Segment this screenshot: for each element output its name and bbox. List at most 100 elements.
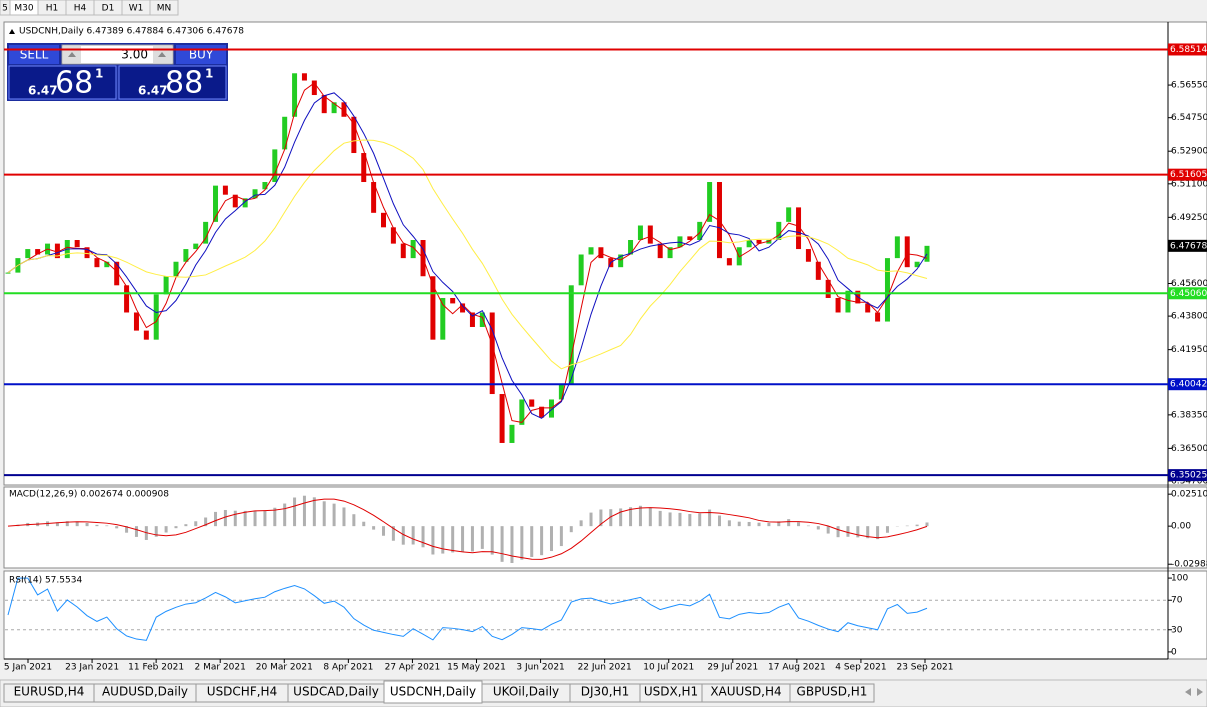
macd-histogram	[579, 520, 583, 527]
rsi-tick-label: 70	[1171, 596, 1183, 606]
macd-histogram	[401, 526, 405, 545]
ask-box[interactable]	[118, 65, 227, 100]
ask-sup: 1	[205, 67, 213, 81]
macd-histogram	[885, 526, 889, 533]
candle	[746, 239, 752, 248]
level-tag	[1168, 287, 1207, 300]
macd-histogram	[362, 521, 366, 527]
price-tick-label: 6.45600	[1171, 279, 1207, 289]
candle	[321, 95, 327, 114]
candle	[637, 225, 643, 240]
candle	[301, 73, 307, 81]
macd-histogram	[302, 495, 306, 527]
macd-histogram	[836, 526, 840, 538]
macd-histogram	[105, 525, 109, 527]
macd-histogram	[757, 522, 761, 527]
macd-tick-label: -0.02988	[1171, 560, 1207, 570]
macd-histogram	[95, 524, 99, 527]
candle	[213, 185, 219, 222]
scroll-left[interactable]	[1185, 688, 1191, 696]
macd-histogram	[816, 526, 820, 530]
macd-histogram	[421, 526, 425, 548]
moving-average	[7, 139, 928, 370]
candle	[509, 424, 515, 443]
candle	[647, 225, 653, 244]
candle	[786, 207, 792, 222]
trade-panel: SELL 3.00 BUY 6.47 68 1 6.47 88 1	[7, 43, 228, 101]
level-tag	[1168, 378, 1207, 391]
candle	[479, 312, 485, 327]
chart-tab-label: UKOil,Daily	[493, 685, 559, 699]
collapse-icon[interactable]	[9, 29, 15, 34]
macd-histogram	[312, 497, 316, 527]
candle	[173, 261, 179, 277]
bid-prefix: 6.47	[28, 84, 58, 98]
candle	[203, 221, 209, 244]
macd-histogram	[174, 526, 178, 529]
scroll-right[interactable]	[1197, 688, 1203, 696]
candle	[390, 227, 396, 244]
macd-histogram	[490, 526, 494, 555]
macd-plot	[7, 495, 929, 563]
macd-histogram	[629, 507, 633, 527]
macd-label: MACD(12,26,9) 0.002674 0.000908	[9, 490, 169, 500]
rsi-plot	[5, 577, 1167, 641]
rsi-pane	[3, 570, 1207, 660]
macd-histogram	[263, 510, 267, 527]
candle	[489, 312, 495, 395]
macd-histogram	[510, 526, 514, 563]
date-label: 27 Apr 2021	[385, 663, 441, 673]
macd-histogram	[273, 507, 277, 527]
bid-sup: 1	[95, 67, 103, 81]
macd-pane	[3, 486, 1207, 569]
candle	[776, 221, 782, 240]
timeframe-label: 5	[2, 4, 8, 14]
candle	[904, 236, 910, 268]
rsi-tick-label: 30	[1171, 625, 1183, 635]
macd-histogram	[876, 526, 880, 540]
macd-histogram	[441, 526, 445, 554]
candle	[183, 249, 189, 262]
candle	[153, 294, 159, 340]
chart-tab-label: USDCNH,Daily	[390, 685, 476, 699]
price-tick-label: 6.36500	[1171, 444, 1207, 454]
chart-tab-label: XAUUSD,H4	[710, 685, 781, 699]
timeframe-label: H4	[74, 4, 87, 14]
candle	[341, 102, 347, 117]
candle	[440, 297, 446, 340]
macd-histogram	[559, 526, 563, 547]
date-label: 23 Jan 2021	[65, 663, 119, 673]
macd-histogram	[480, 526, 484, 549]
timeframe-button[interactable]	[149, 0, 179, 16]
timeframe-label: D1	[102, 4, 115, 14]
candle	[865, 303, 871, 313]
rsi-line	[7, 577, 928, 641]
candle	[815, 261, 821, 280]
candle	[726, 258, 732, 266]
candle	[924, 245, 930, 262]
chart-tab[interactable]	[789, 683, 875, 703]
macd-histogram	[293, 497, 297, 527]
macd-histogram	[866, 526, 870, 539]
candle	[825, 279, 831, 298]
candle	[114, 261, 120, 286]
macd-histogram	[253, 510, 257, 527]
candle	[539, 406, 545, 418]
date-label: 2 Mar 2021	[195, 663, 246, 673]
candle	[84, 247, 90, 259]
bid-box[interactable]	[8, 65, 117, 100]
date-label: 3 Jun 2021	[516, 663, 564, 673]
candle	[598, 247, 604, 259]
level-tag	[1168, 43, 1207, 56]
candle	[54, 243, 60, 259]
chart-tab-label: EURUSD,H4	[14, 685, 85, 699]
level-label: 6.40042	[1170, 380, 1207, 390]
macd-histogram	[332, 503, 336, 527]
candle	[697, 221, 703, 240]
timeframe-label: MN	[157, 4, 172, 14]
candle	[331, 102, 337, 114]
candle	[835, 297, 841, 313]
candle	[588, 247, 594, 255]
